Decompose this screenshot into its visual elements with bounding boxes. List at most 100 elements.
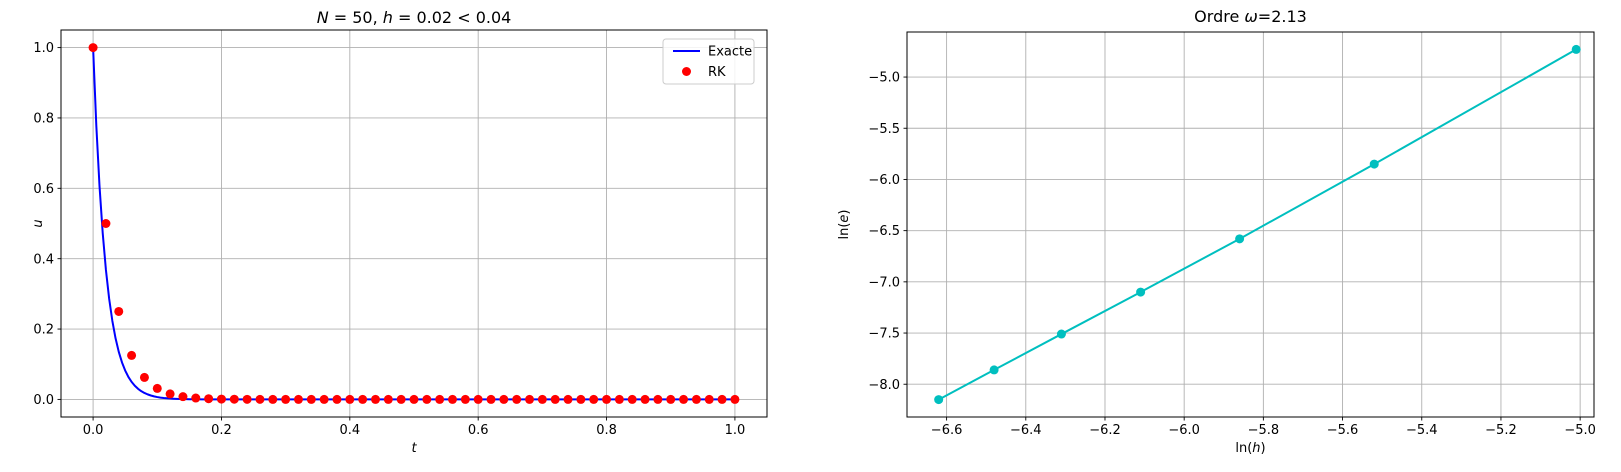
RK-point xyxy=(319,394,329,404)
RK-point xyxy=(460,394,470,404)
x-tick-label: 0.8 xyxy=(596,423,617,438)
RK-point xyxy=(204,394,214,404)
solution-plot: 0.0 0.2 0.4 0.6 0.8 1.0 0.0 0.2 0.4 0.6 0.8 1.0 N = … xyxy=(31,8,768,456)
x-tick-label: −5.6 xyxy=(1327,423,1359,438)
RK-point xyxy=(191,393,201,403)
y-tick-label: −8.0 xyxy=(868,378,900,393)
RK-point xyxy=(345,394,355,404)
RK-point xyxy=(627,394,637,404)
y-tick-label: −5.0 xyxy=(868,71,900,86)
erreur-point xyxy=(1235,234,1245,244)
RK-point xyxy=(499,394,509,404)
RK-point xyxy=(448,394,458,404)
legend-entry-label: Exacte xyxy=(708,45,752,60)
x-tick-label: −6.4 xyxy=(1010,423,1042,438)
RK-point xyxy=(679,394,689,404)
RK-point xyxy=(306,394,316,404)
erreur-point xyxy=(1571,44,1581,54)
RK-point xyxy=(383,394,393,404)
RK-point xyxy=(435,394,445,404)
x-tick-label: 0.6 xyxy=(468,423,489,438)
x-tick-label: −6.0 xyxy=(1168,423,1200,438)
x-tick-label: −5.4 xyxy=(1406,423,1438,438)
y-tick-label: −7.0 xyxy=(868,275,900,290)
x-tick-label: 0.2 xyxy=(211,423,232,438)
x-tick-label: −6.6 xyxy=(931,423,963,438)
RK-point xyxy=(139,372,149,382)
erreur-point xyxy=(934,395,944,405)
x-tick-label: −6.2 xyxy=(1089,423,1121,438)
axes-frame xyxy=(60,29,768,418)
x-tick-label: 0.4 xyxy=(339,423,360,438)
RK-point xyxy=(537,394,547,404)
RK-point xyxy=(640,394,650,404)
erreur-point xyxy=(1136,287,1146,297)
erreur-point xyxy=(989,365,999,375)
legend-entry-label: RK xyxy=(708,65,726,80)
RK-point xyxy=(576,394,586,404)
RK-point xyxy=(550,394,560,404)
x-axis-label: ln(h) xyxy=(1235,441,1265,456)
RK-point xyxy=(88,43,98,53)
x-tick-label: −5.0 xyxy=(1564,423,1596,438)
RK-point xyxy=(602,394,612,404)
y-tick-label: −7.5 xyxy=(868,327,900,342)
RK-point xyxy=(370,394,380,404)
legend: Exacte RK xyxy=(662,38,755,85)
RK-point xyxy=(614,394,624,404)
RK-point xyxy=(691,394,701,404)
RK-point xyxy=(114,306,124,316)
y-axis-label: ln(e) xyxy=(837,209,852,239)
RK-point xyxy=(358,394,368,404)
RK-point xyxy=(409,394,419,404)
y-tick-label: −6.0 xyxy=(868,173,900,188)
erreur-point xyxy=(1056,329,1066,339)
RK-point xyxy=(332,394,342,404)
RK-point xyxy=(525,394,535,404)
RK-point xyxy=(717,394,727,404)
RK-point xyxy=(512,394,522,404)
RK-point xyxy=(666,394,676,404)
RK-point xyxy=(165,389,175,399)
legend-marker-sample xyxy=(682,67,691,76)
x-tick-label: −5.2 xyxy=(1485,423,1517,438)
erreur-line xyxy=(937,48,1578,401)
RK-point xyxy=(730,394,740,404)
RK-point xyxy=(589,394,599,404)
erreur-point xyxy=(1369,159,1379,169)
y-tick-label: 1.0 xyxy=(33,41,54,56)
RK-point xyxy=(216,394,226,404)
y-tick-label: −6.5 xyxy=(868,224,900,239)
chart-title: N = 50, h = 0.02 < 0.04 xyxy=(317,8,512,27)
RK-point xyxy=(101,219,111,228)
RK-point xyxy=(255,394,265,404)
y-axis-label: u xyxy=(31,219,46,227)
x-axis-label: t xyxy=(411,441,417,456)
RK-point xyxy=(281,394,291,404)
order-plot: −6.6 −6.4 −6.2 −6.0 −5.8 −5.6 −5.4 −5.2 −5.0 −8.0… xyxy=(837,7,1596,456)
axes-frame xyxy=(906,31,1595,418)
y-tick-label: 0.2 xyxy=(33,323,54,338)
RK-point xyxy=(268,394,278,404)
RK-point xyxy=(396,394,406,404)
y-tick-label: 0.8 xyxy=(33,112,54,127)
y-tick-label: 0.0 xyxy=(33,393,54,408)
RK-point xyxy=(653,394,663,404)
y-tick-label: 0.6 xyxy=(33,182,54,197)
y-tick-label: −5.5 xyxy=(868,122,900,137)
RK-point xyxy=(473,394,483,404)
x-tick-label: −5.8 xyxy=(1248,423,1280,438)
RK-point xyxy=(293,394,303,404)
RK-point xyxy=(422,394,432,404)
RK-point xyxy=(178,392,188,402)
Exacte-line xyxy=(92,46,736,401)
RK-point xyxy=(563,394,573,404)
RK-point xyxy=(704,394,714,404)
RK-point xyxy=(486,394,496,404)
RK-point xyxy=(229,394,239,404)
x-tick-label: 0.0 xyxy=(83,423,104,438)
x-tick-label: 1.0 xyxy=(725,423,746,438)
y-tick-label: 0.4 xyxy=(33,252,54,267)
